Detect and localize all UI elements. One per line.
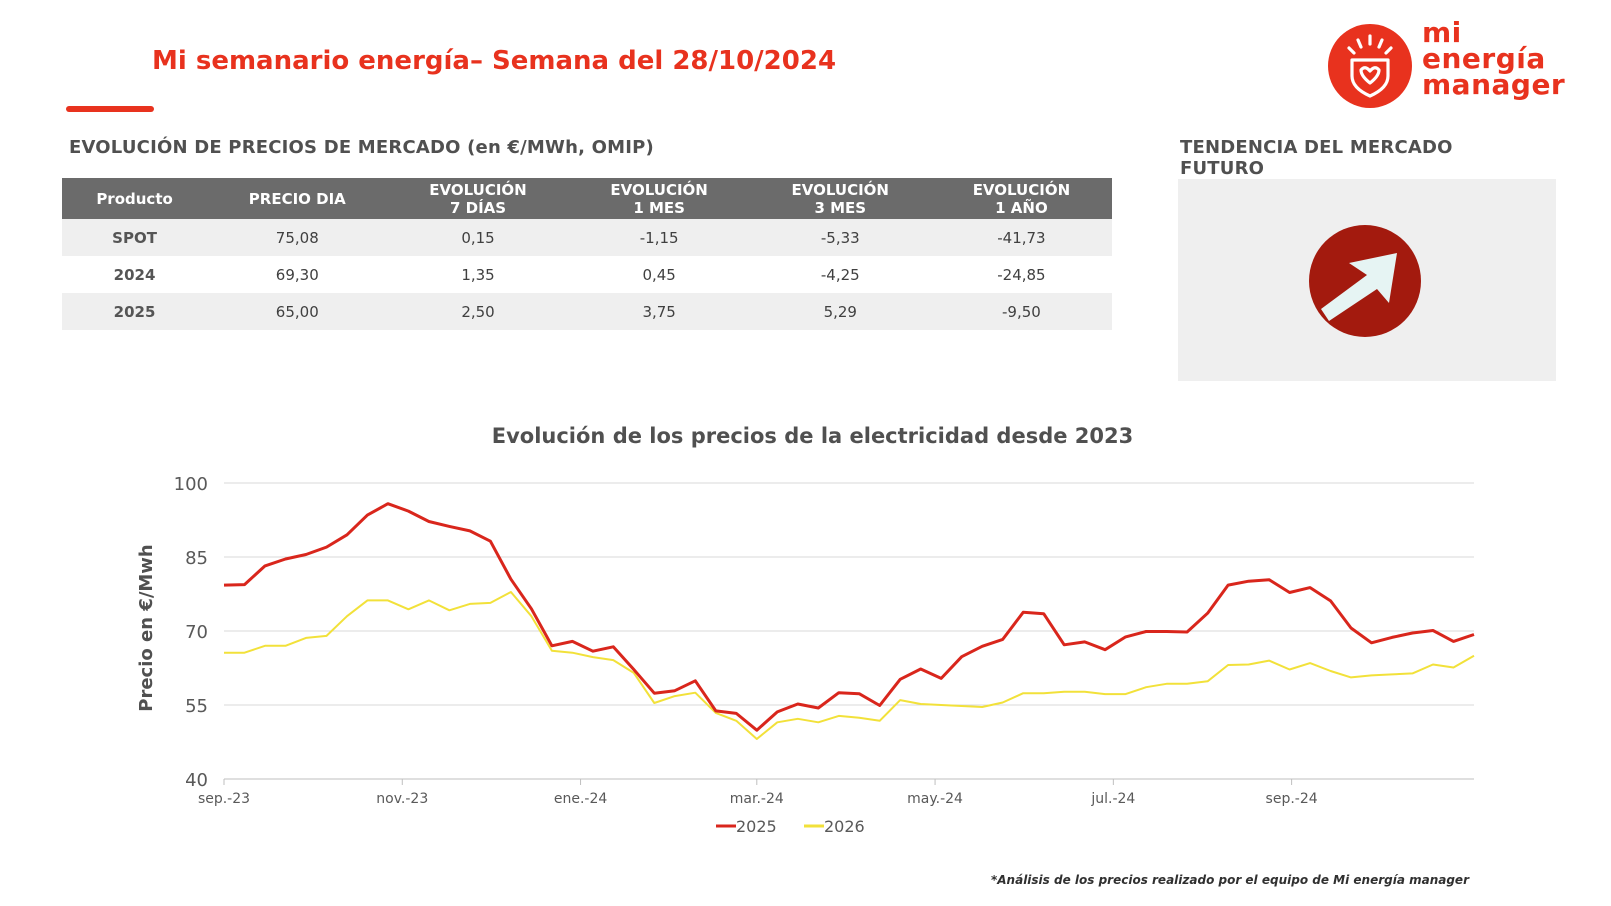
header-evolution-1y: EVOLUCIÓN 1 AÑO: [930, 178, 1112, 219]
brand-wordmark: mi energía manager: [1422, 16, 1566, 101]
chart-grid: [224, 482, 1474, 780]
header-evolution-7d: EVOLUCIÓN 7 DÍAS: [387, 178, 569, 219]
table-header-row: Producto PRECIO DIA EVOLUCIÓN 7 DÍAS EVOL…: [62, 178, 1112, 219]
table-cell: 75,08: [207, 219, 388, 256]
table-row: 2025 65,00 2,50 3,75 5,29 -9,50: [62, 293, 1112, 330]
y-tick-label: 55: [185, 696, 208, 717]
table-cell: 0,15: [387, 219, 569, 256]
legend-label-2025: 2025: [736, 817, 777, 836]
y-axis-label: Precio en €/Mwh: [136, 544, 157, 712]
series-line-2025: [223, 502, 1475, 732]
chart-axes: 40 55 70 85 100 sep.-23 nov.-23 ene.-24 mar.-24 m…: [174, 474, 1318, 807]
y-tick-label: 40: [185, 770, 208, 791]
shield-heart-icon: [1328, 24, 1412, 108]
chart-series: [223, 502, 1475, 740]
table-row: 2024 69,30 1,35 0,45 -4,25 -24,85: [62, 256, 1112, 293]
page-title: Mi semanario energía– Semana del 28/10/2…: [152, 46, 837, 76]
header-evolution-3m: EVOLUCIÓN 3 MES: [749, 178, 931, 219]
market-prices-table: Producto PRECIO DIA EVOLUCIÓN 7 DÍAS EVOL…: [62, 178, 1112, 330]
header-product: Producto: [62, 178, 208, 219]
brand-line-3: manager: [1422, 68, 1566, 101]
row-label: 2024: [113, 265, 156, 284]
table-cell: 2,50: [387, 293, 569, 330]
table-cell: -24,85: [997, 265, 1046, 284]
brand-line-2: energía: [1422, 42, 1546, 75]
x-tick-label: mar.-24: [730, 791, 784, 807]
table-cell: -4,25: [820, 265, 860, 284]
x-tick-label: jul.-24: [1090, 791, 1135, 807]
table-row: SPOT 75,08 0,15 -1,15 -5,33 -41,73: [62, 219, 1112, 256]
x-tick-label: sep.-24: [1266, 791, 1318, 807]
header-day-price: PRECIO DIA: [207, 178, 388, 219]
trend-title: TENDENCIA DEL MERCADO FUTURO: [1180, 137, 1453, 179]
x-tick-label: nov.-23: [376, 791, 428, 807]
brand-logo: mi energía manager: [1328, 16, 1568, 112]
title-underline: [66, 106, 154, 112]
row-label: SPOT: [62, 219, 208, 256]
chart-legend: 2025 2026: [716, 817, 865, 836]
table-cell: 69,30: [275, 265, 319, 284]
table-cell: 5,29: [749, 293, 931, 330]
table-cell: 0,45: [642, 265, 676, 284]
row-label: 2025: [62, 293, 208, 330]
table-cell: -9,50: [930, 293, 1112, 330]
brand-line-1: mi: [1422, 16, 1462, 49]
legend-label-2026: 2026: [824, 817, 865, 836]
x-tick-label: may.-24: [907, 791, 963, 807]
table-cell: -1,15: [568, 219, 750, 256]
header-evolution-1m: EVOLUCIÓN 1 MES: [568, 178, 750, 219]
y-tick-label: 85: [185, 548, 208, 569]
table-cell: 65,00: [207, 293, 388, 330]
x-tick-label: sep.-23: [198, 791, 250, 807]
table-cell: 1,35: [461, 265, 495, 284]
table-cell: 3,75: [568, 293, 750, 330]
y-tick-label: 70: [185, 622, 208, 643]
footnote: *Análisis de los precios realizado por e…: [990, 873, 1469, 887]
table-cell: -41,73: [930, 219, 1112, 256]
market-prices-title: EVOLUCIÓN DE PRECIOS DE MERCADO (en €/MW…: [69, 137, 654, 158]
chart-title: Evolución de los precios de la electrici…: [491, 424, 1134, 448]
table-cell: -5,33: [749, 219, 931, 256]
series-line-2026: [224, 591, 1475, 740]
y-tick-label: 100: [174, 474, 208, 495]
arrow-up-right-icon: [1309, 225, 1421, 337]
x-tick-label: ene.-24: [554, 791, 608, 807]
trend-panel: [1178, 179, 1556, 381]
